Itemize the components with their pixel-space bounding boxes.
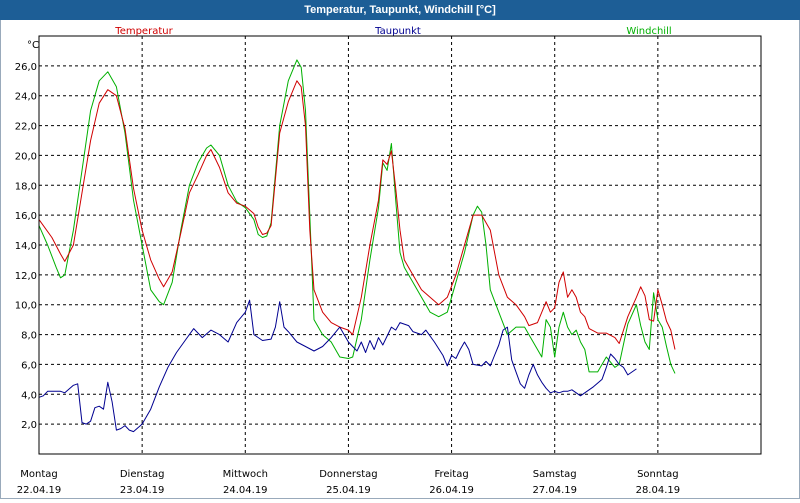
y-tick-label: 14,0 [15,241,37,252]
series-line-windchill [38,59,676,374]
legend-taupunkt: Taupunkt [374,26,421,37]
chart-title: Temperatur, Taupunkt, Windchill [°C] [0,0,800,20]
chart-panel: 2,0 4,0 6,0 8,0 10,0 12,0 14,0 16,0 18,0 20,0 22,0… [0,20,800,499]
x-tick-day: Mittwoch [223,469,268,480]
y-tick-label: 8,0 [21,331,37,342]
y-tick-label: 2,0 [21,420,37,431]
x-tick-day: Montag [20,469,57,480]
x-tick-date: 27.04.19 [532,485,577,496]
legend: Temperatur Taupunkt Windchill [114,26,671,37]
y-tick-label: 6,0 [21,360,37,371]
y-axis-label: °C [27,40,39,51]
series-line-temperatur [38,80,676,350]
x-tick-day: Sonntag [637,469,679,480]
y-tick-label: 4,0 [21,390,37,401]
x-tick-day: Samstag [533,469,577,480]
x-tick-date: 24.04.19 [223,485,268,496]
x-tick-date: 25.04.19 [326,485,371,496]
x-tick-day: Freitag [434,469,468,480]
y-tick-label: 16,0 [15,211,37,222]
legend-windchill: Windchill [626,26,671,37]
series-line-taupunkt [38,299,637,433]
grid [39,36,761,454]
y-tick-label: 24,0 [15,92,37,103]
y-tick-label: 12,0 [15,271,37,282]
plot-frame [38,35,762,455]
y-tick-label: 10,0 [15,301,37,312]
x-tick-labels: Montag 22.04.19 Dienstag 23.04.19 Mittwoch 24… [17,469,680,496]
series-lines [38,59,676,433]
x-tick-day: Donnerstag [319,469,377,480]
y-tick-label: 22,0 [15,122,37,133]
y-tick-label: 18,0 [15,181,37,192]
y-tick-label: 20,0 [15,151,37,162]
legend-temperatur: Temperatur [114,26,173,37]
x-tick-day: Dienstag [120,469,165,480]
y-tick-labels: 2,0 4,0 6,0 8,0 10,0 12,0 14,0 16,0 18,0 20,0 22,0… [15,62,37,431]
x-tick-date: 28.04.19 [636,485,681,496]
x-tick-date: 23.04.19 [120,485,165,496]
x-tick-date: 22.04.19 [17,485,62,496]
x-tick-date: 26.04.19 [429,485,474,496]
chart-svg: 2,0 4,0 6,0 8,0 10,0 12,0 14,0 16,0 18,0 20,0 22,0… [15,26,762,496]
y-tick-label: 26,0 [15,62,37,73]
